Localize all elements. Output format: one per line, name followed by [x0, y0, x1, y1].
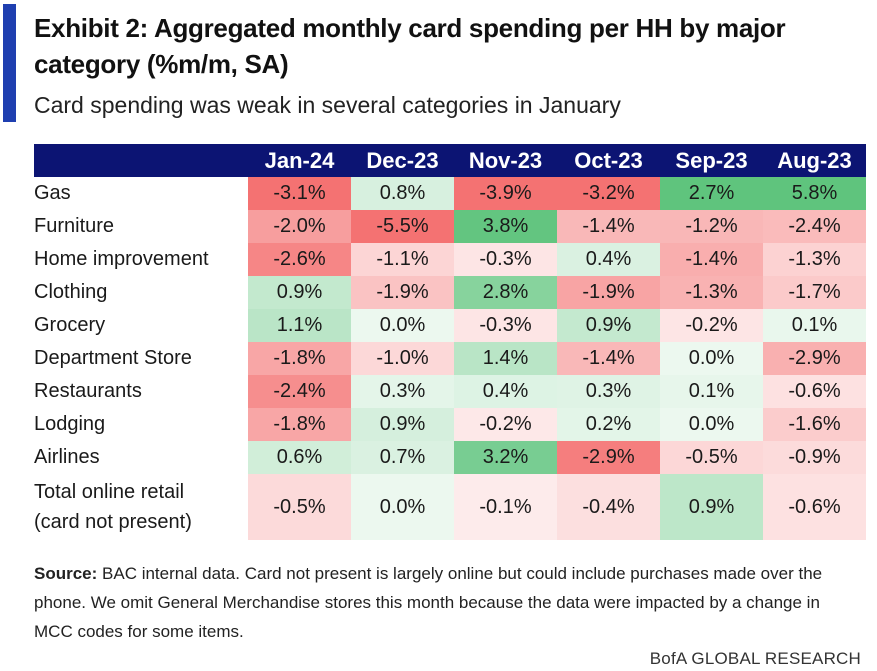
row-label: Total online retail (card not present) [34, 474, 248, 540]
heatmap-cell: -3.2% [557, 177, 660, 210]
heatmap-cell: 0.8% [351, 177, 454, 210]
heatmap-cell: -2.4% [763, 210, 866, 243]
heatmap-cell: 0.4% [557, 243, 660, 276]
row-label: Lodging [34, 413, 106, 435]
heatmap-cell: 0.0% [660, 342, 763, 375]
heatmap-cell: -2.9% [763, 342, 866, 375]
row-label: Grocery [34, 314, 106, 336]
chart-subtitle: Card spending was weak in several catego… [34, 92, 621, 118]
heatmap-cell: -1.8% [248, 408, 351, 441]
heatmap-cell: 0.3% [557, 375, 660, 408]
source-label: Source: [34, 564, 98, 583]
heatmap-cell: 0.3% [351, 375, 454, 408]
row-label: Department Store [34, 347, 192, 369]
heatmap-cell: 0.1% [763, 309, 866, 342]
heatmap-cell: -0.9% [763, 441, 866, 474]
heatmap-cell: -1.1% [351, 243, 454, 276]
heatmap-cell: -1.7% [763, 276, 866, 309]
row-label: Furniture [34, 215, 115, 237]
heatmap-cell: -0.6% [763, 375, 866, 408]
heatmap-cell: -1.4% [557, 210, 660, 243]
heatmap-cell: -0.1% [454, 474, 557, 540]
heatmap-corner [34, 144, 248, 177]
heatmap-cell: -2.4% [248, 375, 351, 408]
source-text: BAC internal data. Card not present is l… [34, 564, 823, 641]
heatmap-cell: 2.8% [454, 276, 557, 309]
heatmap-cell: -1.4% [660, 243, 763, 276]
heatmap-cell: 0.9% [351, 408, 454, 441]
chart-title: Exhibit 2: Aggregated monthly card spend… [34, 13, 786, 79]
heatmap-cell: -1.6% [763, 408, 866, 441]
heatmap-cell: 0.1% [660, 375, 763, 408]
heatmap-cell: 0.9% [557, 309, 660, 342]
heatmap-cell: -0.6% [763, 474, 866, 540]
heatmap-cell: 0.0% [351, 309, 454, 342]
heatmap-cell: -0.5% [660, 441, 763, 474]
heatmap-body: Gas -3.1% 0.8% -3.9% -3.2% 2.7% 5.8% Furniture -… [34, 177, 866, 540]
heatmap-cell: 2.7% [660, 177, 763, 210]
heatmap-cell: -2.9% [557, 441, 660, 474]
row-label: Clothing [34, 281, 108, 303]
heatmap-cell: 0.0% [660, 408, 763, 441]
row-label-line: (card not present) [34, 511, 192, 533]
heatmap-cell: 0.7% [351, 441, 454, 474]
heatmap-cell: 0.0% [351, 474, 454, 540]
heatmap-cell: -3.9% [454, 177, 557, 210]
heatmap-cell: -1.9% [557, 276, 660, 309]
heatmap-cell: -1.4% [557, 342, 660, 375]
heatmap-cell: -0.4% [557, 474, 660, 540]
heatmap-cell: 0.2% [557, 408, 660, 441]
heatmap-cell: -0.3% [454, 309, 557, 342]
heatmap-cell: -1.8% [248, 342, 351, 375]
heatmap-cell: 0.6% [248, 441, 351, 474]
heatmap-table: Jan-24 Dec-23 Nov-23 Oct-23 Sep-23 Aug-2… [34, 144, 866, 540]
table-row: Grocery 1.1% 0.0% -0.3% 0.9% -0.2% 0.1% [34, 309, 866, 342]
table-row: Clothing 0.9% -1.9% 2.8% -1.9% -1.3% -1.7% [34, 276, 866, 309]
row-label-line: Total online retail [34, 481, 185, 503]
source-note: Source: BAC internal data. Card not pres… [34, 559, 854, 646]
heatmap-cell: -5.5% [351, 210, 454, 243]
table-row: Gas -3.1% 0.8% -3.9% -3.2% 2.7% 5.8% [34, 177, 866, 210]
heatmap-cell: 0.9% [248, 276, 351, 309]
table-row: Department Store -1.8% -1.0% 1.4% -1.4% 0.0% -… [34, 342, 866, 375]
column-header: Nov-23 [454, 144, 557, 177]
heatmap-cell: 1.4% [454, 342, 557, 375]
heatmap-cell: 0.9% [660, 474, 763, 540]
column-header: Sep-23 [660, 144, 763, 177]
heatmap-cell: 3.2% [454, 441, 557, 474]
heatmap-header-row: Jan-24 Dec-23 Nov-23 Oct-23 Sep-23 Aug-2… [34, 144, 866, 177]
brand-footer: BofA GLOBAL RESEARCH [649, 649, 861, 668]
heatmap-cell: -3.1% [248, 177, 351, 210]
heatmap-cell: -1.2% [660, 210, 763, 243]
heatmap-cell: -0.2% [660, 309, 763, 342]
column-header: Jan-24 [248, 144, 351, 177]
heatmap-cell: -1.3% [660, 276, 763, 309]
row-label: Home improvement [34, 248, 209, 270]
heatmap-cell: 3.8% [454, 210, 557, 243]
table-row: Restaurants -2.4% 0.3% 0.4% 0.3% 0.1% -0.6% [34, 375, 866, 408]
table-row: Furniture -2.0% -5.5% 3.8% -1.4% -1.2% -2.4% [34, 210, 866, 243]
row-label: Airlines [34, 446, 100, 468]
heatmap-cell: 0.4% [454, 375, 557, 408]
column-header: Aug-23 [763, 144, 866, 177]
column-header: Oct-23 [557, 144, 660, 177]
heatmap-cell: -0.2% [454, 408, 557, 441]
title-accent-bar [3, 4, 16, 122]
heatmap-cell: -1.0% [351, 342, 454, 375]
table-row: Total online retail (card not present) -0.… [34, 474, 866, 540]
table-row: Airlines 0.6% 0.7% 3.2% -2.9% -0.5% -0.9% [34, 441, 866, 474]
heatmap-cell: -2.0% [248, 210, 351, 243]
row-label: Restaurants [34, 380, 142, 402]
heatmap-cell: -1.9% [351, 276, 454, 309]
heatmap-cell: 5.8% [763, 177, 866, 210]
heatmap-cell: -1.3% [763, 243, 866, 276]
heatmap-cell: -2.6% [248, 243, 351, 276]
row-label: Gas [34, 182, 71, 204]
heatmap-cell: 1.1% [248, 309, 351, 342]
heatmap-cell: -0.3% [454, 243, 557, 276]
table-row: Lodging -1.8% 0.9% -0.2% 0.2% 0.0% -1.6% [34, 408, 866, 441]
column-header: Dec-23 [351, 144, 454, 177]
heatmap-cell: -0.5% [248, 474, 351, 540]
table-row: Home improvement -2.6% -1.1% -0.3% 0.4% -1.4%… [34, 243, 866, 276]
